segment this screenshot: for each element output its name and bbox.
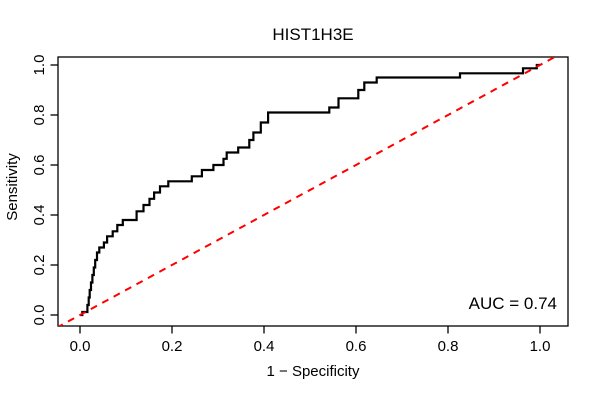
x-tick-label: 0.2: [162, 338, 183, 355]
y-tick-label: 0.4: [31, 205, 48, 226]
roc-curve: [80, 63, 540, 317]
y-tick-label: 0.6: [31, 155, 48, 176]
y-tick-label: 1.0: [31, 55, 48, 76]
x-axis-label: 1 − Specificity: [267, 363, 360, 380]
y-tick-label: 0.8: [31, 105, 48, 126]
y-axis-label: Sensitivity: [4, 153, 21, 221]
x-tick-label: 0.8: [438, 338, 459, 355]
x-tick-label: 0.4: [254, 338, 275, 355]
y-tick-label: 0.2: [31, 255, 48, 276]
plot-box: [57, 56, 569, 327]
axes: 0.0 0.2 0.4 0.6 0.8 1.0 0.0 0.2 0.4 0.6 0.8 1.0: [31, 55, 550, 355]
chart-title: HIST1H3E: [272, 25, 353, 44]
auc-annotation: AUC = 0.74: [469, 294, 557, 313]
x-tick-label: 1.0: [530, 338, 551, 355]
series-layer: [58, 57, 557, 326]
x-tick-label: 0.0: [70, 338, 91, 355]
x-tick-label: 0.6: [346, 338, 367, 355]
chance-diagonal: [58, 57, 557, 326]
y-tick-label: 0.0: [31, 305, 48, 326]
